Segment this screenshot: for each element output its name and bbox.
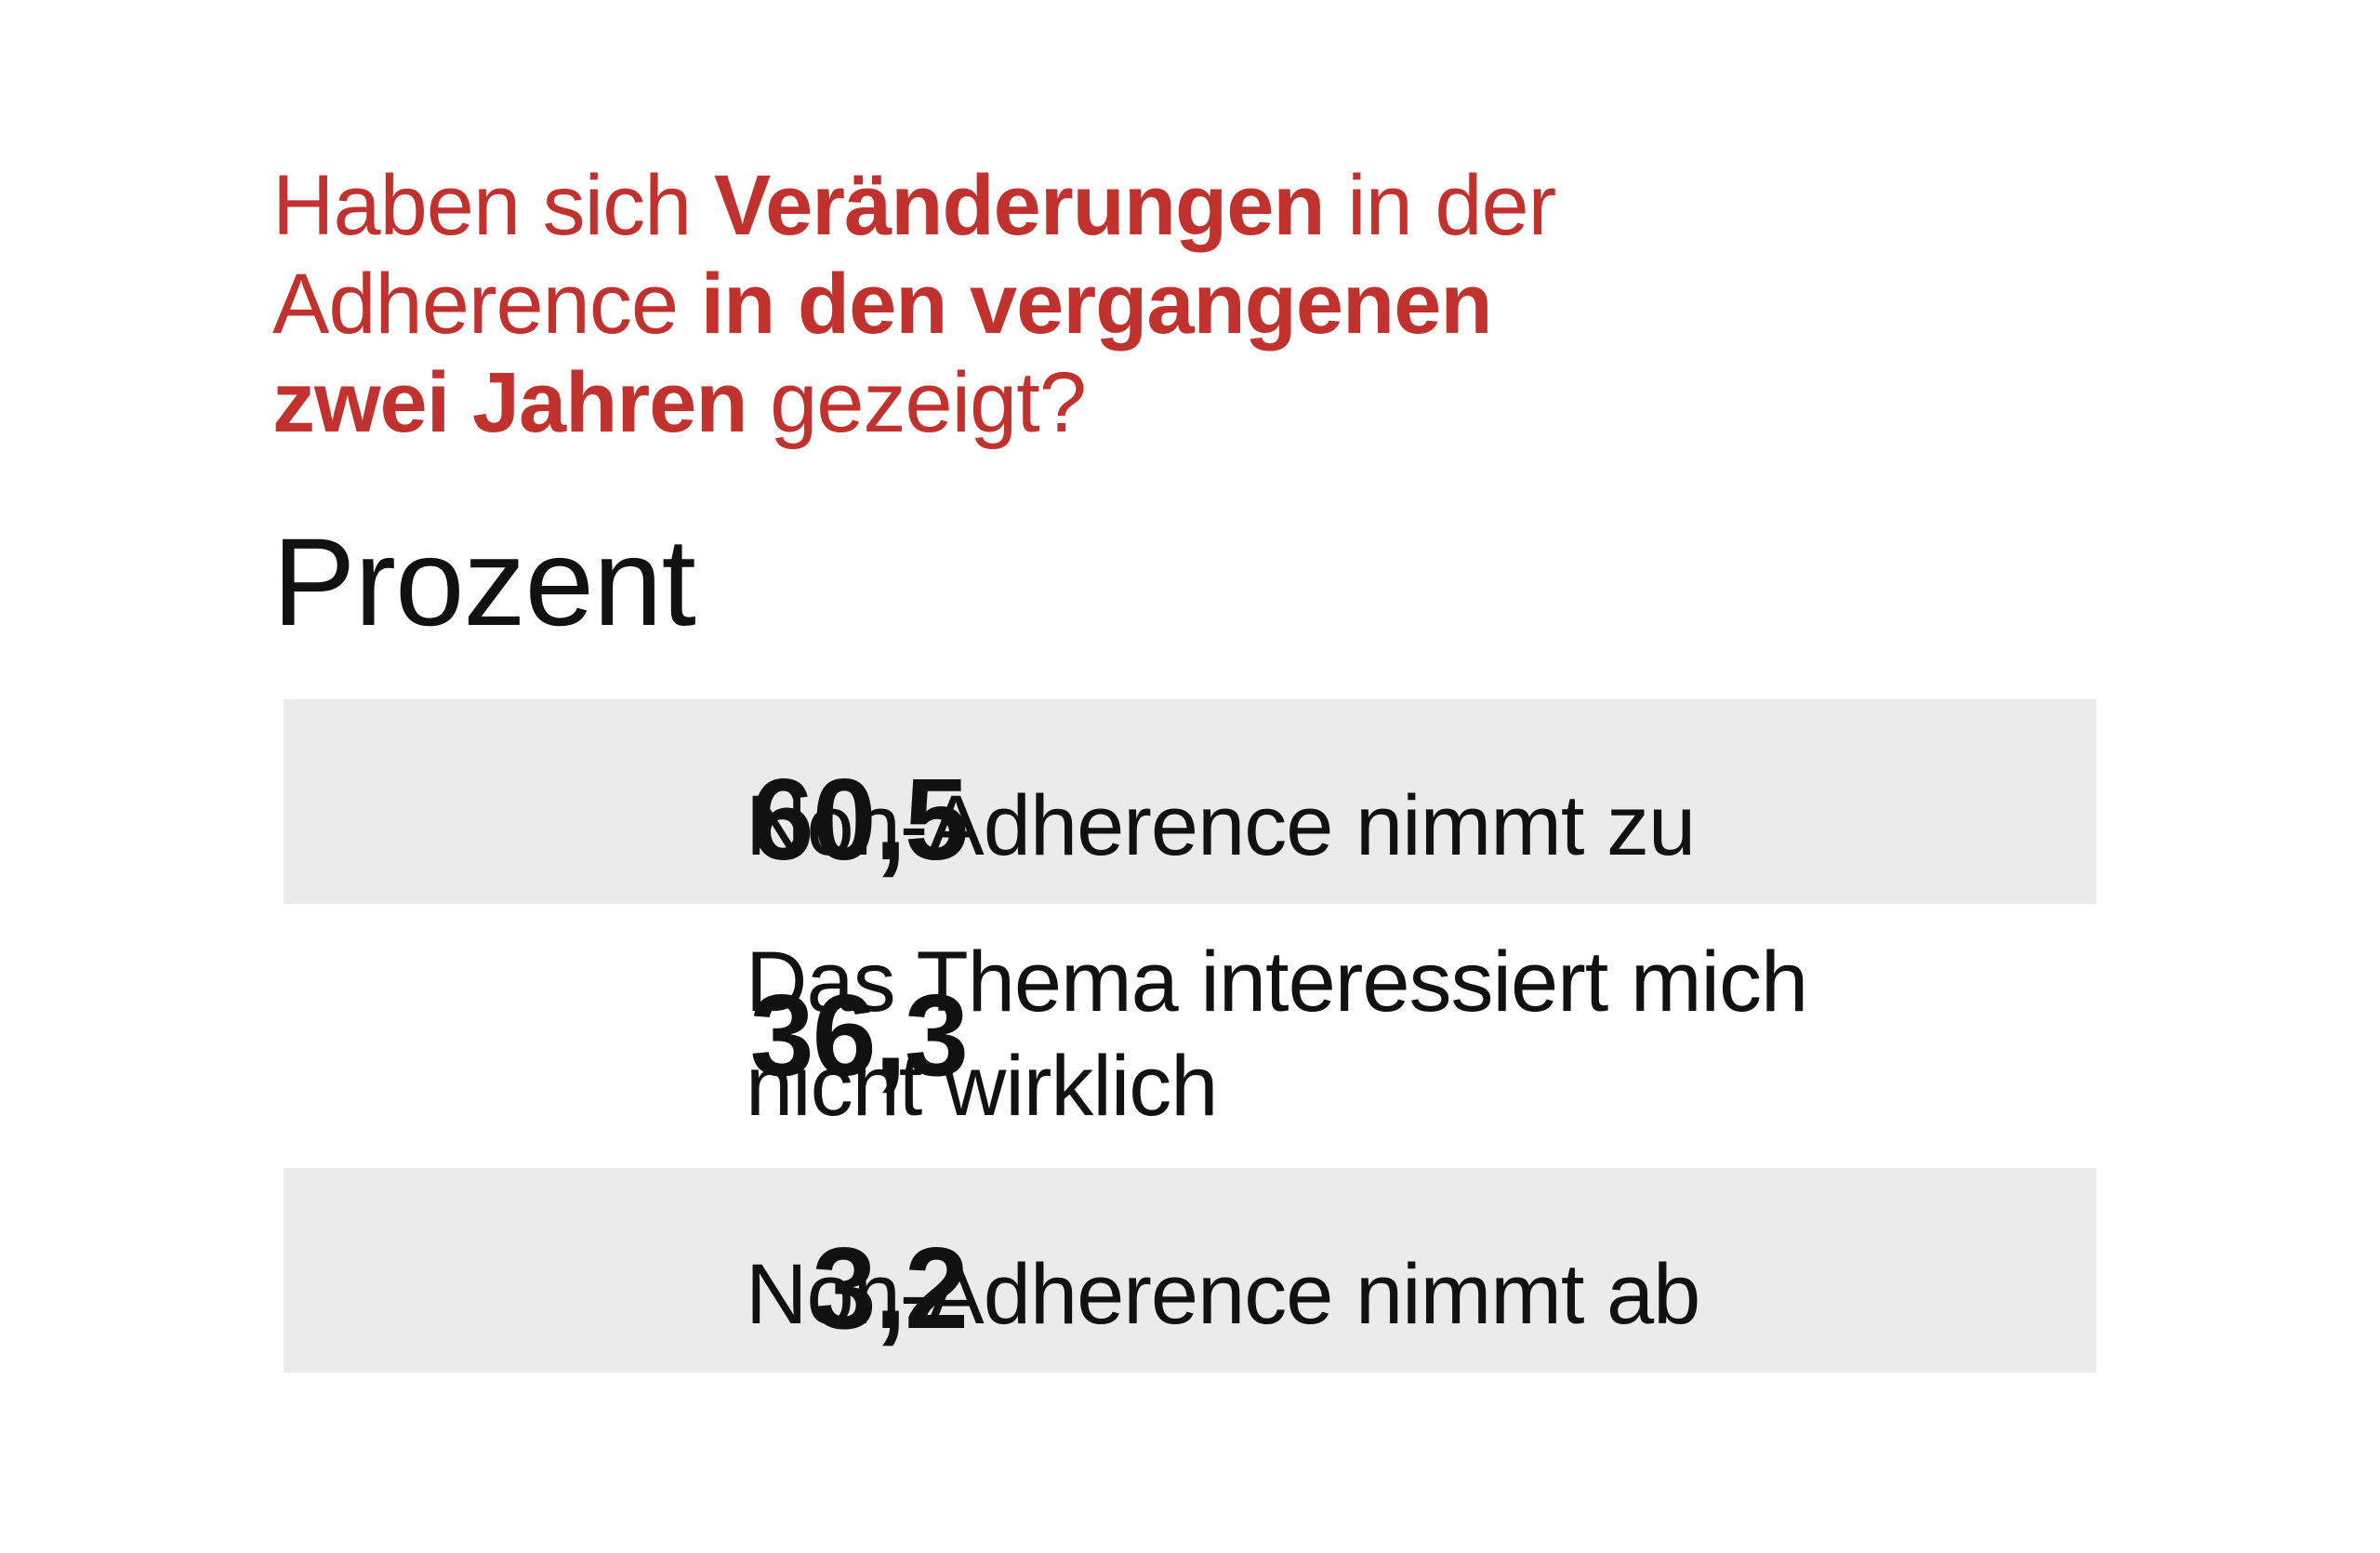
- row-label: Non-Adherence nimmt zu: [746, 774, 1696, 878]
- chart-title: Haben sich Veränderungen in der Adherenc…: [272, 156, 1853, 452]
- title-line-1: Haben sich Veränderungen in der: [272, 156, 1853, 255]
- data-table: 60,5 Non-Adherence nimmt zu 36,3 Das The…: [284, 699, 2096, 1373]
- title-text: in der: [1324, 158, 1556, 253]
- row-label-line: Non-Adherence nimmt zu: [746, 778, 1696, 873]
- row-label-line: Das Thema interessiert mich: [746, 935, 1808, 1029]
- row-value: 3,2: [812, 1225, 969, 1353]
- row-label: Non-Adherence nimmt ab: [746, 1242, 1700, 1347]
- row-label-line: Non-Adherence nimmt ab: [746, 1247, 1700, 1342]
- row-value: 36,3: [749, 972, 969, 1100]
- row-label: Das Thema interessiert mich nicht wirkli…: [746, 930, 1808, 1138]
- row-value: 60,5: [749, 756, 969, 884]
- title-text-bold: Veränderungen: [713, 158, 1326, 253]
- table-row: 36,3 Das Thema interessiert mich nicht w…: [284, 904, 2096, 1168]
- table-row: 3,2 Non-Adherence nimmt ab: [284, 1168, 2096, 1373]
- row-label-line: nicht wirklich: [746, 1039, 1218, 1134]
- title-line-2: Adherence in den vergangenen: [272, 255, 1853, 353]
- title-text: gezeigt?: [747, 355, 1087, 450]
- table-row: 60,5 Non-Adherence nimmt zu: [284, 699, 2096, 904]
- unit-label: Prozent: [272, 513, 696, 652]
- title-text: Haben sich: [272, 158, 714, 253]
- title-text-bold: zwei Jahren: [272, 355, 748, 450]
- title-text: Adherence: [272, 257, 701, 352]
- title-text-bold: in den vergangenen: [700, 257, 1493, 352]
- title-line-3: zwei Jahren gezeigt?: [272, 353, 1853, 452]
